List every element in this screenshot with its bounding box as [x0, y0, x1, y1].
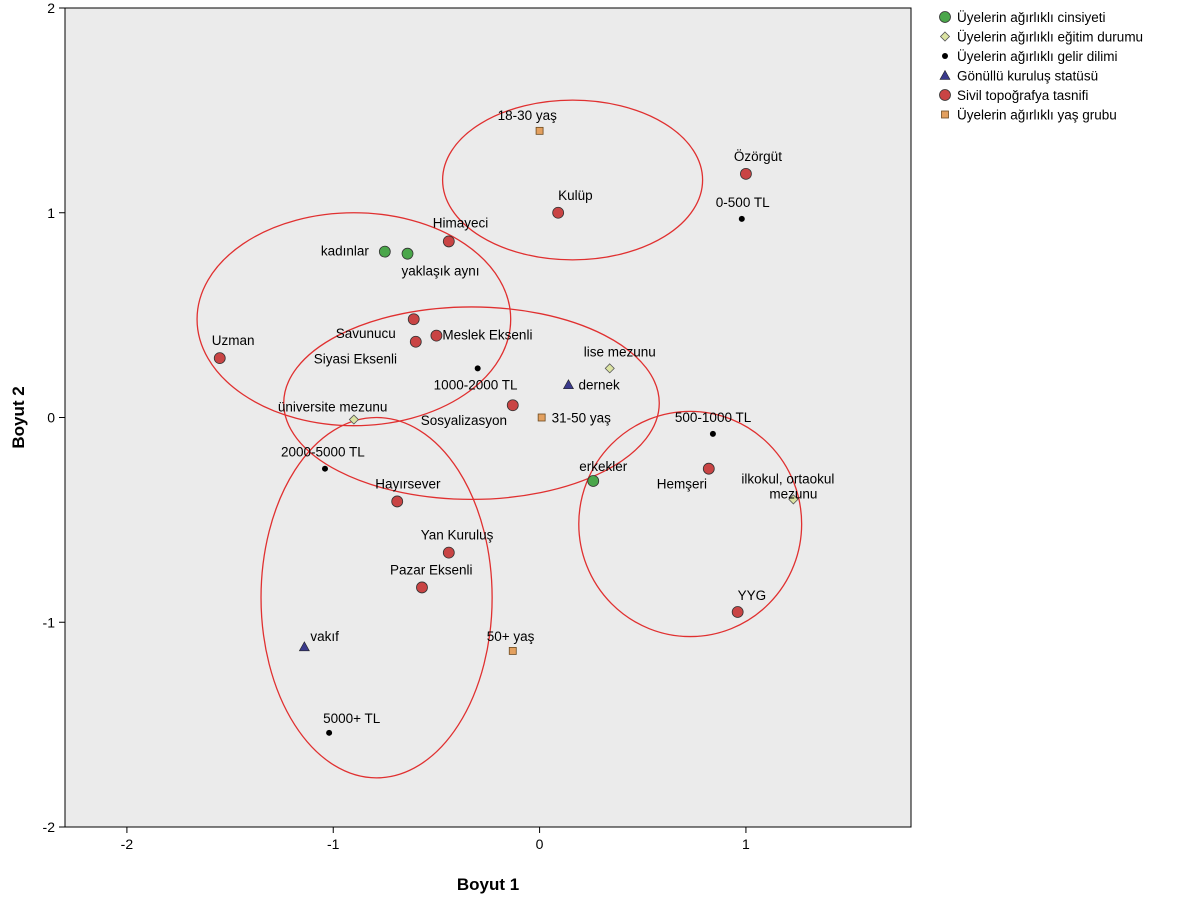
point-label: Yan Kuruluş	[421, 528, 494, 543]
x-tick-label: -2	[121, 836, 134, 852]
point-label: 2000-5000 TL	[281, 445, 365, 460]
point-label: 500-1000 TL	[675, 410, 752, 425]
point-label: yaklaşık aynı	[402, 264, 480, 279]
data-point	[401, 247, 414, 260]
cluster-ellipse	[283, 306, 660, 501]
point-label: Savunucu	[336, 326, 396, 341]
cluster-ellipse	[578, 410, 803, 638]
legend: Üyelerin ağırlıklı cinsiyeti Üyelerin ağı…	[939, 10, 1143, 123]
data-points	[213, 126, 799, 736]
data-point	[535, 126, 544, 135]
point-label: vakıf	[310, 629, 339, 644]
point-label: Kulüp	[558, 188, 593, 203]
point-label: Hemşeri	[657, 477, 707, 492]
legend-entry: Gönüllü kuruluş statüsü	[957, 69, 1098, 84]
legend-entry: Üyelerin ağırlıklı yaş grubu	[957, 108, 1117, 123]
point-label: 1000-2000 TL	[434, 377, 518, 392]
cluster-ellipses	[196, 99, 803, 779]
point-label: Pazar Eksenli	[390, 562, 473, 577]
point-label: 50+ yaş	[487, 629, 535, 644]
y-tick-label: 1	[47, 205, 55, 221]
data-point	[409, 335, 422, 348]
legend-marker	[939, 31, 951, 42]
point-label: Uzman	[212, 333, 255, 348]
x-tick-label: 1	[742, 836, 750, 852]
data-point	[702, 462, 715, 475]
data-point	[562, 379, 574, 390]
data-point	[508, 647, 517, 655]
point-label: YYG	[738, 588, 767, 603]
data-point	[709, 430, 716, 437]
data-point	[407, 313, 420, 326]
point-label: kadınlar	[321, 244, 370, 259]
point-label: üniversite mezunu	[278, 400, 388, 415]
x-tick-label: 0	[536, 836, 544, 852]
point-label: Hayırsever	[375, 476, 441, 491]
point-label: ilkokul, ortaokul mezunu	[741, 471, 834, 501]
y-tick-label: 2	[47, 0, 55, 16]
cluster-ellipse	[260, 416, 493, 779]
data-point	[604, 363, 615, 374]
data-point	[740, 167, 752, 180]
point-label: Meslek Eksenli	[442, 328, 532, 343]
point-label: lise mezunu	[584, 344, 656, 359]
point-label: Himayeci	[433, 215, 489, 230]
y-axis-title: Boyut 2	[9, 386, 28, 448]
legend-marker	[942, 53, 948, 59]
data-point	[537, 413, 546, 422]
plot-area	[64, 7, 912, 828]
data-point	[298, 641, 310, 652]
data-point	[731, 606, 744, 618]
point-label: 5000+ TL	[323, 711, 381, 726]
data-point	[391, 495, 404, 508]
point-label: dernek	[578, 378, 620, 393]
data-point	[416, 581, 428, 594]
data-point	[552, 206, 565, 219]
data-point	[321, 465, 328, 472]
legend-entry: Sivil topoğrafya tasnifi	[957, 88, 1088, 103]
point-label: 0-500 TL	[716, 195, 770, 210]
point-label: Siyasi Eksenli	[314, 352, 397, 367]
cluster-ellipse	[441, 99, 704, 261]
point-label: Özörgüt	[734, 149, 782, 164]
legend-marker	[939, 89, 951, 101]
legend-entry: Üyelerin ağırlıklı gelir dilimi	[957, 49, 1118, 64]
x-tick-label: -1	[327, 836, 340, 852]
legend-marker	[941, 110, 949, 119]
y-tick-label: -1	[43, 614, 56, 630]
point-label: 18-30 yaş	[498, 108, 558, 123]
y-tick-label: 0	[47, 410, 55, 426]
data-point	[474, 365, 481, 372]
legend-entry: Üyelerin ağırlıklı cinsiyeti	[957, 10, 1106, 25]
point-label: erkekler	[579, 459, 628, 474]
axes: -2 -1 0 1 2 1 0 -1 -2	[43, 0, 750, 852]
data-point	[442, 235, 455, 248]
legend-entry: Üyelerin ağırlıklı eğitim durumu	[957, 30, 1143, 45]
data-point	[348, 414, 359, 425]
data-point	[442, 546, 455, 559]
cluster-ellipse	[196, 212, 512, 427]
point-labels: kadınlar yaklaşık aynı erkekler lise mezunu…	[212, 108, 835, 726]
data-point	[213, 352, 226, 365]
data-point	[738, 215, 745, 222]
legend-marker	[939, 69, 951, 80]
data-point	[587, 475, 600, 487]
data-point	[788, 494, 799, 505]
x-axis-title: Boyut 1	[457, 875, 519, 894]
data-point	[506, 399, 519, 412]
data-point	[378, 245, 391, 258]
data-point	[326, 729, 333, 736]
point-label: Sosyalizasyon	[421, 413, 507, 428]
data-point	[430, 329, 443, 342]
y-tick-label: -2	[43, 819, 56, 835]
legend-marker	[939, 11, 951, 23]
point-label: 31-50 yaş	[552, 411, 612, 426]
